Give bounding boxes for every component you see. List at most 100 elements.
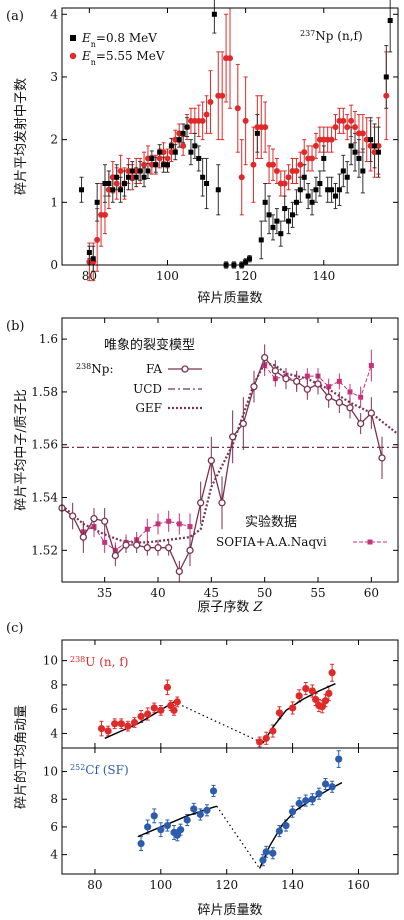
a-black-point xyxy=(79,187,85,193)
c-point xyxy=(275,827,284,835)
b-fa-point xyxy=(111,551,119,560)
b-fa-point xyxy=(325,393,333,401)
a-red-point xyxy=(348,117,355,124)
c-point xyxy=(144,823,152,831)
a-black-point xyxy=(141,174,147,180)
a-black-point xyxy=(180,130,186,136)
c-point xyxy=(124,722,132,730)
b-fa-point xyxy=(367,409,375,417)
c-point xyxy=(157,826,165,834)
a-black-point xyxy=(204,181,210,187)
a-legend-5.55MeV: En=5.55 MeV xyxy=(81,49,165,67)
c-point xyxy=(176,826,185,834)
a-black-point xyxy=(118,187,124,193)
b-fa-point xyxy=(314,380,322,388)
a-legend-circle xyxy=(69,52,77,60)
a-black-point xyxy=(254,130,260,136)
c-point xyxy=(295,692,303,700)
b-fa-point xyxy=(101,517,109,525)
c-point xyxy=(130,718,139,727)
a-red-point xyxy=(352,124,359,131)
c-point xyxy=(335,755,343,763)
c-bridge-line xyxy=(216,805,261,869)
panel-c-tag: (c) xyxy=(6,621,23,636)
c-point xyxy=(328,669,336,677)
b-fa-point xyxy=(303,385,311,393)
a-red-point xyxy=(94,236,101,243)
b-xtick-label: 50 xyxy=(257,586,272,600)
b-fa-point xyxy=(165,544,173,552)
c-point xyxy=(150,704,158,712)
a-black-point xyxy=(262,199,268,205)
c-point xyxy=(302,684,310,693)
a-black-point xyxy=(102,181,108,187)
b-fa-point xyxy=(218,499,226,507)
a-black-point xyxy=(266,212,272,218)
b-fa-point xyxy=(143,544,151,552)
b-legend-fa-marker xyxy=(181,365,189,373)
b-sofia-point xyxy=(102,539,108,545)
c-point xyxy=(288,704,297,712)
a-red-point xyxy=(344,124,351,131)
a-red-point xyxy=(359,130,366,137)
a-red-point xyxy=(207,99,214,106)
b-fa-point xyxy=(154,544,162,552)
c-point xyxy=(318,703,326,711)
a-red-point xyxy=(262,124,269,131)
b-ytick-label: 1.52 xyxy=(31,543,58,557)
a-red-point xyxy=(297,161,304,168)
b-sofia-point xyxy=(187,524,193,530)
c-xtick-label: 80 xyxy=(87,878,102,892)
a-xlabel: 碎片质量数 xyxy=(197,291,262,306)
a-black-point xyxy=(196,155,202,161)
a-red-point xyxy=(242,117,249,124)
c-point xyxy=(259,856,267,864)
c-point xyxy=(282,821,290,830)
b-xtick-label: 60 xyxy=(364,586,379,600)
a-ytick-label: 3 xyxy=(50,70,58,84)
c-point xyxy=(203,806,211,814)
b-sofia-point xyxy=(144,526,150,532)
a-black-point xyxy=(368,137,374,143)
c-subplot-label: 252Cf (SF) xyxy=(70,763,129,778)
a-red-point xyxy=(293,167,300,174)
a-red-point xyxy=(285,174,292,181)
a-black-point xyxy=(164,162,170,168)
b-fa-point xyxy=(250,382,258,391)
b-fa-point xyxy=(122,541,130,549)
c-xtick-label: 160 xyxy=(347,878,370,892)
c-point xyxy=(209,787,218,795)
c-ytick-label: 10 xyxy=(43,654,58,668)
c-point xyxy=(97,724,106,733)
b-legend-title: 唯象的裂变模型 xyxy=(104,337,195,353)
a-red-point xyxy=(273,167,280,174)
c-ytick-label: 6 xyxy=(50,702,58,716)
c-point xyxy=(196,810,204,819)
c-point xyxy=(144,710,152,718)
a-black-point xyxy=(90,256,96,262)
c-point xyxy=(137,712,145,721)
a-black-point xyxy=(270,224,276,230)
b-fa-point xyxy=(197,499,205,507)
c-ytick-label: 6 xyxy=(50,820,58,834)
a-red-point xyxy=(156,155,163,162)
a-black-point xyxy=(383,74,389,80)
a-black-point xyxy=(282,206,288,212)
a-ytick-label: 4 xyxy=(50,7,58,21)
a-black-point xyxy=(321,155,327,161)
b-fa-point xyxy=(69,512,77,520)
b-fa-point xyxy=(293,377,301,386)
panel-b-tag: (b) xyxy=(6,319,24,334)
a-black-point xyxy=(247,256,253,262)
a-black-point xyxy=(356,155,362,161)
b-legend-fa-label: FA xyxy=(146,362,162,376)
a-red-point xyxy=(203,111,210,118)
c-xtick-label: 140 xyxy=(281,878,304,892)
b-legend2-title: 实验数据 xyxy=(245,514,297,530)
a-black-point xyxy=(153,162,159,168)
c-point xyxy=(275,709,284,717)
c-ytick-label: 4 xyxy=(50,726,58,740)
b-xtick-label: 35 xyxy=(97,586,112,600)
c-ytick-label: 4 xyxy=(50,848,58,862)
